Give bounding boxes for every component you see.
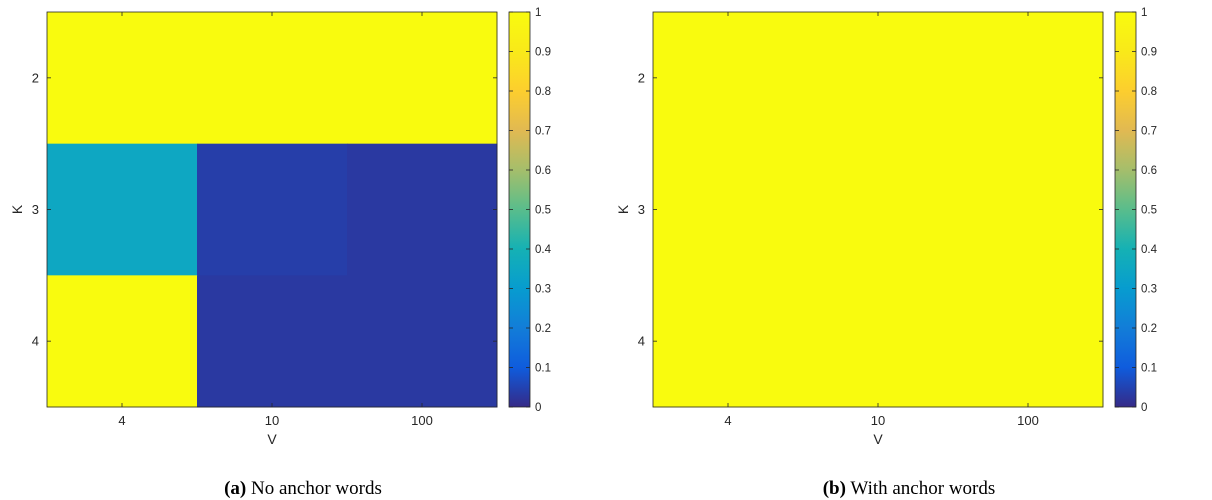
colorbar-tick-label-3: 0.3 — [535, 284, 551, 296]
colorbar-tick-label-0: 0 — [535, 402, 541, 414]
colorbar-tick-label-3: 0.3 — [1141, 284, 1157, 296]
colorbar-tick-label-9: 0.9 — [1141, 47, 1157, 59]
heatmap-cell-0-0 — [47, 12, 198, 145]
x-axis-label: V — [267, 431, 277, 447]
heatmap-cell-2-1 — [803, 275, 954, 408]
colorbar-tick-label-6: 0.6 — [1141, 165, 1157, 177]
x-tick-label-2: 100 — [1017, 413, 1039, 428]
colorbar-tick-label-5: 0.5 — [1141, 205, 1157, 217]
colorbar-tick-label-10: 1 — [1141, 7, 1147, 19]
heatmap-panel-with-anchor: 4 10 100 2 3 4 V K 0 0.1 0.2 0.3 0.4 0.5 0.6 0.7 0.8 0.9 1… — [606, 0, 1212, 500]
y-axis-label: K — [9, 204, 25, 214]
heatmap-cell-2-2 — [953, 275, 1104, 408]
caption-text: With anchor words — [850, 478, 996, 499]
heatmap-panel-no-anchor: 4 10 100 2 3 4 V K 0 0.1 0.2 0.3 0.4 0.5 0.6 0.7 0.8 0.9 1… — [0, 7, 606, 500]
colorbar-tick-label-8: 0.8 — [1141, 86, 1157, 98]
x-tick-label-2: 100 — [411, 413, 433, 428]
y-tick-label-0: 2 — [32, 70, 39, 85]
heatmap-cell-1-2 — [347, 143, 498, 276]
heatmap-chart-with-anchor: 4 10 100 2 3 4 V K 0 0.1 0.2 0.3 0.4 0.5 0.6 0.7 0.8 0.9 1 — [615, 7, 1158, 447]
y-tick-label-1: 3 — [638, 202, 645, 217]
caption-tag: (b) — [822, 478, 846, 499]
heatmap-cell-1-2 — [953, 143, 1104, 276]
y-tick-label-1: 3 — [32, 202, 39, 217]
x-tick-label-0: 4 — [724, 413, 731, 428]
heatmap-cell-0-2 — [953, 12, 1104, 145]
colorbar-tick-label-1: 0.1 — [1141, 363, 1157, 375]
caption-text: No anchor words — [251, 478, 382, 499]
colorbar-tick-label-9: 0.9 — [535, 47, 551, 59]
heatmap-cell-2-0 — [653, 275, 804, 408]
colorbar-tick-label-1: 0.1 — [535, 363, 551, 375]
colorbar-tick-label-7: 0.7 — [1141, 126, 1157, 138]
x-tick-label-0: 4 — [118, 413, 125, 428]
heatmap-cell-2-2 — [347, 275, 498, 408]
colorbar-tick-label-8: 0.8 — [535, 86, 551, 98]
heatmap-chart-no-anchor: 4 10 100 2 3 4 V K 0 0.1 0.2 0.3 0.4 0.5 0.6 0.7 0.8 0.9 1 — [9, 7, 552, 447]
heatmap-cell-1-0 — [47, 143, 198, 276]
heatmap-cell-0-1 — [803, 12, 954, 145]
x-axis-label: V — [873, 431, 883, 447]
heatmap-cell-0-2 — [347, 12, 498, 145]
colorbar-tick-label-6: 0.6 — [535, 165, 551, 177]
heatmap-cell-0-1 — [197, 12, 348, 145]
x-tick-label-1: 10 — [871, 413, 885, 428]
caption-tag: (a) — [224, 478, 247, 499]
y-tick-label-0: 2 — [638, 70, 645, 85]
heatmap-cell-2-1 — [197, 275, 348, 408]
y-tick-label-2: 4 — [32, 334, 39, 349]
colorbar-tick-label-10: 1 — [535, 7, 541, 19]
heatmap-cell-0-0 — [653, 12, 804, 145]
heatmap-cell-1-1 — [803, 143, 954, 276]
colorbar-tick-label-5: 0.5 — [535, 205, 551, 217]
colorbar-tick-label-7: 0.7 — [535, 126, 551, 138]
colorbar-tick-label-4: 0.4 — [535, 244, 552, 256]
colorbar-tick-label-4: 0.4 — [1141, 244, 1158, 256]
colorbar-tick-label-2: 0.2 — [1141, 323, 1157, 335]
y-tick-label-2: 4 — [638, 334, 645, 349]
caption-with-anchor: (b) With anchor words — [606, 478, 1212, 500]
y-axis-label: K — [615, 204, 631, 214]
heatmap-cell-2-0 — [47, 275, 198, 408]
heatmap-cell-1-1 — [197, 143, 348, 276]
x-tick-label-1: 10 — [265, 413, 279, 428]
colorbar-tick-label-0: 0 — [1141, 402, 1147, 414]
colorbar-tick-label-2: 0.2 — [535, 323, 551, 335]
caption-no-anchor: (a) No anchor words — [0, 478, 606, 500]
heatmap-cell-1-0 — [653, 143, 804, 276]
